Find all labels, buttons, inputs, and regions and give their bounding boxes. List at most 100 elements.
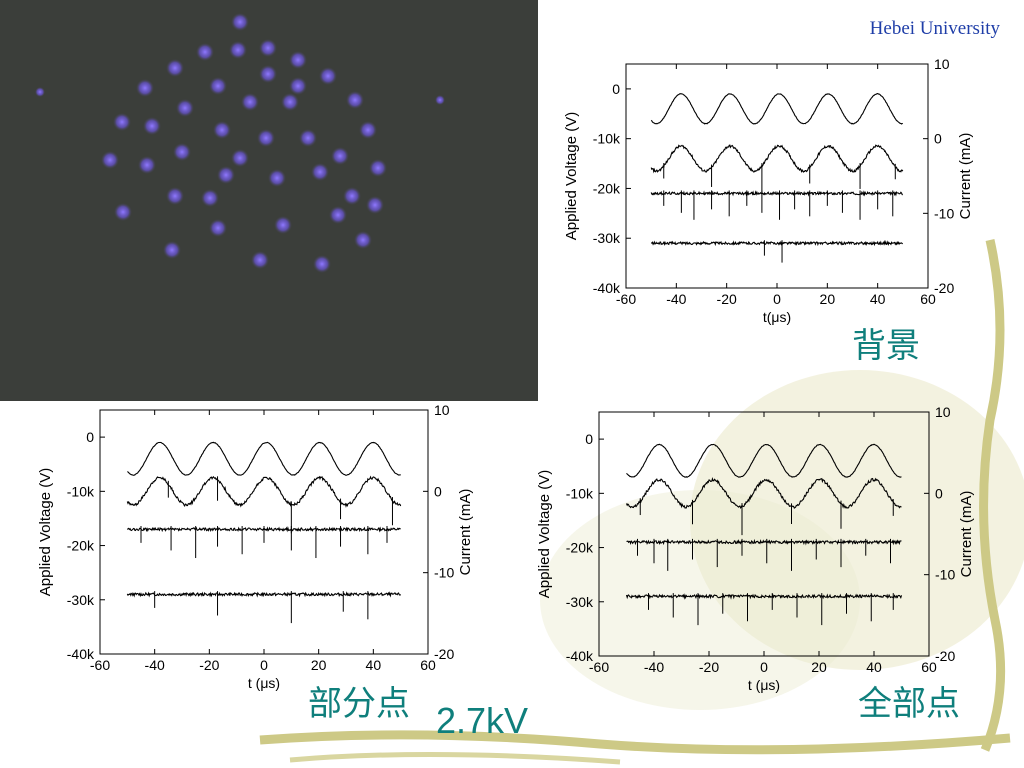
series-line-current <box>650 190 903 197</box>
y-axis-label: Applied Voltage (V) <box>536 470 553 598</box>
y-tick-label: -40k <box>593 280 621 296</box>
series-line-current <box>650 239 903 247</box>
series-line-current <box>126 475 402 508</box>
series-line-current <box>626 538 902 546</box>
discharge-spot <box>231 149 249 167</box>
x-tick-label: -60 <box>90 657 110 673</box>
discharge-spot <box>35 87 45 97</box>
discharge-spot <box>366 196 384 214</box>
x-tick-label: 40 <box>366 657 382 673</box>
discharge-spot <box>251 251 269 269</box>
x-tick-label: 60 <box>921 659 937 675</box>
discharge-spot <box>343 187 361 205</box>
discharge-spot <box>257 129 275 147</box>
y-tick-label: -30k <box>593 230 621 246</box>
x-tick-label: -40 <box>644 659 664 675</box>
discharge-spot <box>259 39 277 57</box>
y-axis-label: Applied Voltage (V) <box>37 468 54 596</box>
x-tick-label: 0 <box>773 291 781 307</box>
y-tick-label: 0 <box>86 429 94 445</box>
y-tick-label: -20k <box>67 538 95 554</box>
discharge-spot <box>114 203 132 221</box>
discharge-spot <box>101 151 119 169</box>
discharge-spot <box>281 93 299 111</box>
series-line-current <box>126 591 402 598</box>
discharge-photo <box>0 0 538 401</box>
series-line-current <box>650 144 904 174</box>
discharge-spot <box>259 65 277 83</box>
x-tick-label: 40 <box>870 291 886 307</box>
y-tick-label: -20k <box>566 540 594 556</box>
discharge-spot <box>196 43 214 61</box>
x-tick-label: -20 <box>717 291 737 307</box>
x-tick-label: 20 <box>811 659 827 675</box>
y-tick-label: -10k <box>566 485 594 501</box>
chart-all: -60 -40 -20 0 20 40 60 0 -10k -20k -30k -40k 10 0 -10 -… <box>515 402 990 707</box>
chart-background: -60 -40 -20 0 20 40 60 0 -10k -20k -30k -40k 10 0 -10 -… <box>548 52 998 347</box>
x-tick-label: 20 <box>311 657 327 673</box>
discharge-spot <box>359 121 377 139</box>
x-axis-label: t (μs) <box>248 675 280 691</box>
series-line-current <box>625 593 903 600</box>
y2-tick-label: 10 <box>434 402 450 418</box>
series-line-voltage <box>626 443 902 478</box>
discharge-spot <box>201 189 219 207</box>
discharge-spot <box>231 13 249 31</box>
y2-tick-label: 0 <box>935 485 943 501</box>
x-tick-label: 60 <box>920 291 936 307</box>
discharge-spot <box>136 79 154 97</box>
x-tick-label: 40 <box>866 659 882 675</box>
y2-tick-label: -20 <box>935 648 955 664</box>
discharge-spot <box>329 206 347 224</box>
caption-all: 全部点 <box>858 684 960 724</box>
discharge-spot <box>113 113 131 131</box>
discharge-spot <box>166 59 184 77</box>
discharge-spot <box>176 99 194 117</box>
series-line-current <box>625 476 902 509</box>
x-axis-label: t(μs) <box>763 309 791 325</box>
x-axis-label: t (μs) <box>748 677 780 693</box>
series-line-voltage <box>650 93 903 125</box>
discharge-spot <box>213 121 231 139</box>
x-tick-label: 60 <box>420 657 436 673</box>
discharge-spot <box>311 163 329 181</box>
discharge-spot <box>354 231 372 249</box>
x-tick-label: 0 <box>760 659 768 675</box>
discharge-spot <box>289 77 307 95</box>
voltage-label: 2.7kV <box>436 700 529 741</box>
discharge-spot <box>289 51 307 69</box>
y-axis-label: Applied Voltage (V) <box>563 112 580 240</box>
discharge-spot <box>229 41 247 59</box>
y2-tick-label: 0 <box>434 483 442 499</box>
y-tick-label: -30k <box>67 592 95 608</box>
discharge-spot <box>209 77 227 95</box>
discharge-spot <box>163 241 181 259</box>
y2-tick-label: -10 <box>434 565 454 581</box>
university-name: Hebei University <box>869 18 1000 39</box>
series-line-voltage <box>127 441 401 476</box>
y-tick-label: 0 <box>612 81 620 97</box>
y-tick-label: -40k <box>67 646 95 662</box>
x-tick-label: -20 <box>699 659 719 675</box>
caption-background: 背景 <box>852 326 920 366</box>
y2-tick-label: 0 <box>934 131 942 147</box>
discharge-spot <box>369 159 387 177</box>
discharge-spot <box>241 93 259 111</box>
y2-axis-label: Current (mA) <box>457 489 474 576</box>
x-tick-label: -20 <box>199 657 219 673</box>
discharge-spot <box>217 166 235 184</box>
chart-plot: -60 -40 -20 0 20 40 60 0 -10k -20k -30k -40k 10 0 -10 -… <box>536 404 975 693</box>
x-tick-label: -40 <box>145 657 165 673</box>
y2-axis-label: Current (mA) <box>957 133 974 220</box>
discharge-spot <box>313 255 331 273</box>
discharge-spot <box>143 117 161 135</box>
discharge-spot <box>138 156 156 174</box>
discharge-spot <box>346 91 364 109</box>
y2-tick-label: 10 <box>934 56 950 72</box>
discharge-spot <box>173 143 191 161</box>
y-tick-label: -10k <box>67 483 95 499</box>
x-tick-label: 20 <box>820 291 836 307</box>
discharge-spot <box>299 129 317 147</box>
chart-plot: -60 -40 -20 0 20 40 60 0 -10k -20k -30k -40k 10 0 -10 -… <box>37 402 474 691</box>
